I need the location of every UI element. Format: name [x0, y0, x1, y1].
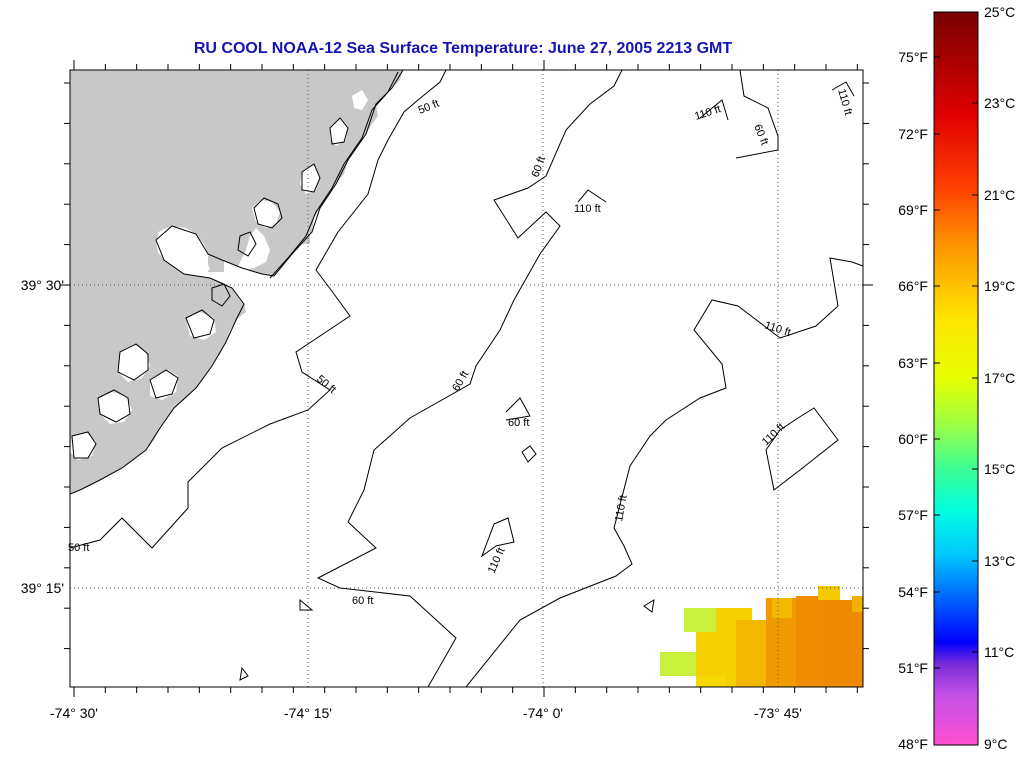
x-tick-label: -74° 0': [523, 705, 563, 721]
land-mass: [70, 70, 403, 494]
contour-label: 110 ft: [613, 494, 629, 522]
fahrenheit-label: 75°F: [898, 49, 928, 65]
celsius-label: 19°C: [984, 278, 1015, 294]
fahrenheit-label: 54°F: [898, 584, 928, 600]
depth-contours: [70, 70, 863, 687]
contour-label: 110 ft: [486, 546, 508, 575]
celsius-label: 9°C: [984, 736, 1008, 752]
y-tick-label: 39° 30': [21, 277, 64, 293]
fahrenheit-label: 66°F: [898, 278, 928, 294]
contour-label: 60 ft: [450, 369, 471, 394]
y-tick-label: 39° 15': [21, 580, 64, 596]
fahrenheit-label: 60°F: [898, 431, 928, 447]
y-axis-labels: 39° 30' 39° 15': [21, 277, 64, 596]
celsius-label: 13°C: [984, 553, 1015, 569]
colorbar-ticks: [934, 56, 978, 669]
contour-label: 60 ft: [751, 123, 770, 147]
fahrenheit-label: 51°F: [898, 660, 928, 676]
celsius-label: 11°C: [984, 644, 1014, 660]
colorbar-celsius-labels: 25°C 23°C 21°C 19°C 17°C 15°C 13°C 11°C …: [984, 4, 1015, 752]
celsius-label: 15°C: [984, 461, 1015, 477]
contour-label: 50 ft: [314, 373, 338, 396]
celsius-label: 23°C: [984, 95, 1015, 111]
colorbar-fahrenheit-labels: 75°F 72°F 69°F 66°F 63°F 60°F 57°F 54°F …: [898, 49, 928, 752]
contour-label: 110 ft: [760, 421, 788, 448]
sst-pixels: [660, 586, 863, 687]
x-tick-label: -74° 15': [284, 705, 332, 721]
x-tick-label: -73° 45': [754, 705, 802, 721]
fahrenheit-label: 72°F: [898, 126, 928, 142]
celsius-label: 17°C: [984, 370, 1015, 386]
fahrenheit-label: 69°F: [898, 202, 928, 218]
map-title: RU COOL NOAA-12 Sea Surface Temperature:…: [194, 40, 733, 57]
plot-frame: [69, 69, 864, 688]
fahrenheit-label: 57°F: [898, 507, 928, 523]
coastline: [70, 70, 404, 495]
contour-label: 50 ft: [417, 98, 441, 117]
fahrenheit-label: 48°F: [898, 736, 928, 752]
contour-label: 60 ft: [508, 417, 529, 429]
colorbar: [933, 11, 979, 746]
contour-label: 60 ft: [352, 595, 373, 607]
contour-label: 60 ft: [530, 155, 549, 179]
x-axis-labels: -74° 30' -74° 15' -74° 0' -73° 45': [50, 705, 802, 721]
graticule: [70, 70, 863, 687]
contour-label: 50 ft: [68, 542, 89, 554]
contour-label: 110 ft: [693, 103, 722, 123]
celsius-label: 21°C: [984, 187, 1015, 203]
celsius-label: 25°C: [984, 4, 1015, 20]
x-tick-label: -74° 30': [50, 705, 98, 721]
bays: [70, 90, 368, 460]
axis-ticks: [60, 60, 873, 697]
contour-label: 110 ft: [574, 203, 601, 215]
fahrenheit-label: 63°F: [898, 355, 928, 371]
